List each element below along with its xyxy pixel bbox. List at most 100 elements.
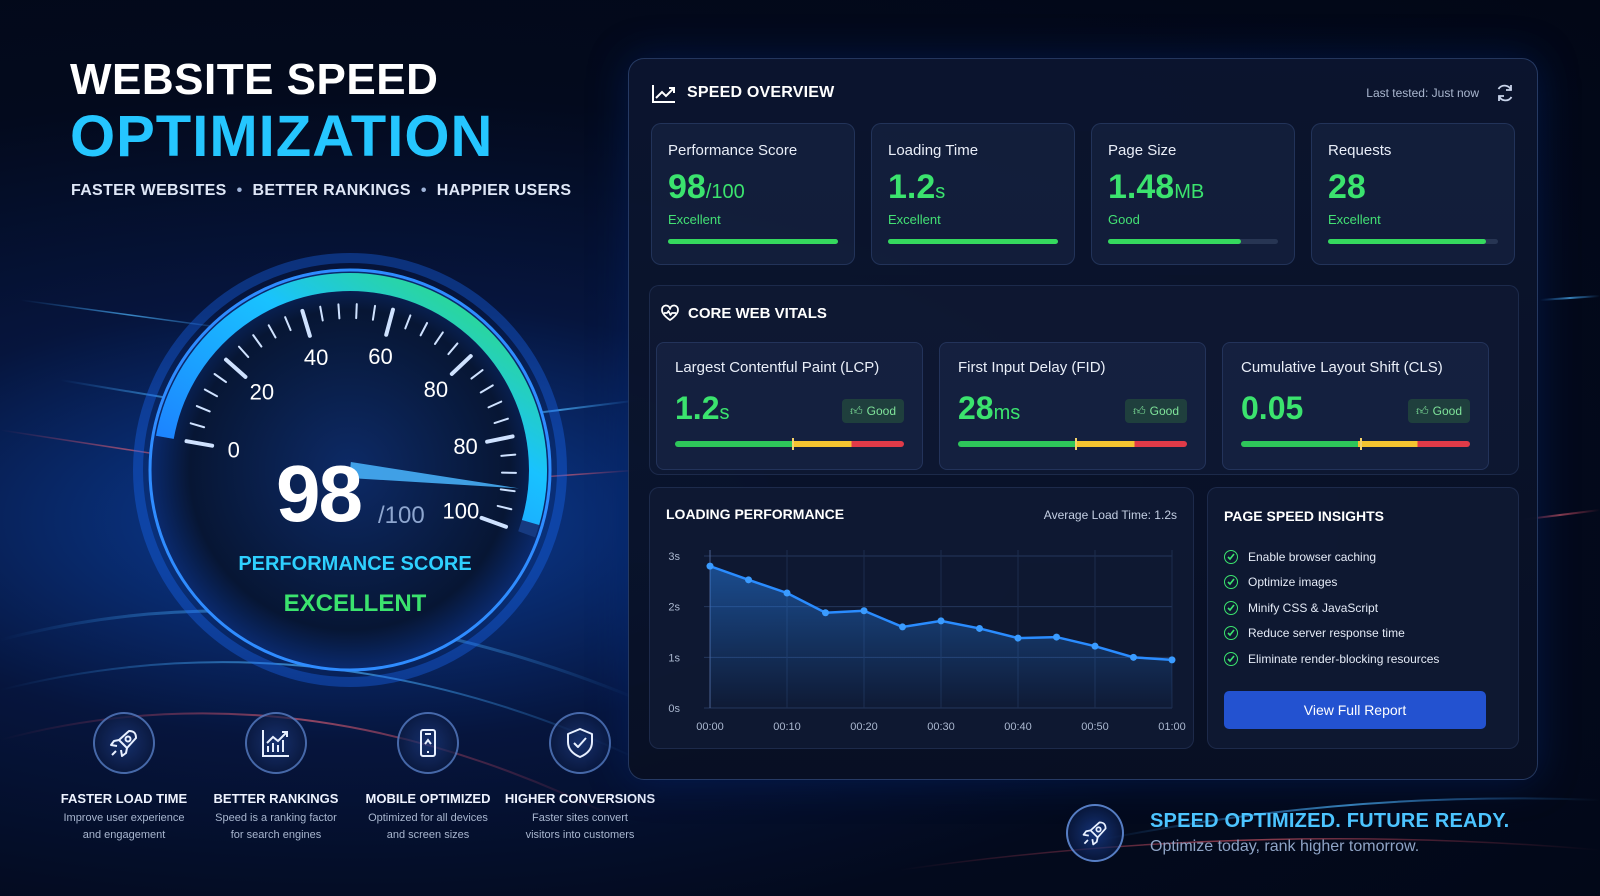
gauge-tick (203, 388, 219, 398)
data-point (706, 562, 714, 570)
page-speed-insights-title: PAGE SPEED INSIGHTS (1224, 508, 1384, 524)
gauge-tick (493, 417, 509, 425)
stat-label: Performance Score (668, 142, 798, 159)
gauge-score-max: /100 (378, 502, 425, 529)
gauge-tick-label: 80 (424, 377, 448, 402)
stat-label: Page Size (1108, 142, 1177, 159)
stat-rating: Excellent (1328, 212, 1381, 227)
loading-performance-chart: 0s 1s 2s 3s 00:00 00:10 00:20 00:30 00:40 00:50 01… (668, 550, 1186, 733)
data-point (976, 624, 983, 632)
gauge-tick (485, 434, 515, 444)
benefit-desc-line: and screen sizes (386, 829, 470, 841)
loading-performance-title: LOADING PERFORMANCE (666, 506, 845, 522)
refresh-icon[interactable] (1495, 83, 1515, 103)
tagline-separator: • (420, 182, 427, 199)
data-point (1168, 656, 1176, 664)
speed-overview-header: SPEED OVERVIEW Last tested: Just now (651, 81, 1515, 105)
gauge-tick (371, 304, 377, 321)
gauge-tick (252, 334, 263, 348)
stat-card-page-size: Page Size 1.48MB Good (1091, 123, 1295, 265)
page-speed-insights-card: PAGE SPEED INSIGHTS Enable browser cachi… (1207, 487, 1519, 749)
insight-item: Eliminate render-blocking resources (1224, 646, 1439, 672)
speed-dashboard-panel: SPEED OVERVIEW Last tested: Just now Per… (628, 58, 1538, 780)
stat-label: Requests (1328, 142, 1392, 159)
stat-unit: s (935, 181, 946, 203)
gauge-tick (419, 321, 429, 337)
data-point (937, 617, 945, 625)
overview-stats: Performance Score 98/100 Excellent Loadi… (651, 123, 1515, 265)
benefit-title: FASTER LOAD TIME (60, 791, 188, 806)
x-tick-label: 00:20 (850, 721, 878, 733)
data-point (745, 576, 752, 584)
gauge-tick (404, 314, 412, 330)
benefit-title: HIGHER CONVERSIONS (504, 791, 656, 806)
insight-label: Eliminate render-blocking resources (1248, 651, 1440, 666)
benefit-description: Optimized for all devices and screen size… (352, 810, 504, 844)
stat-card-loading-time: Loading Time 1.2s Excellent (871, 123, 1075, 265)
insight-item: Minify CSS & JavaScript (1224, 595, 1439, 621)
benefit-description: Speed is a ranking factor for search engi… (200, 810, 352, 844)
view-full-report-button[interactable]: View Full Report (1224, 691, 1486, 729)
insights-list: Enable browser caching Optimize images M… (1224, 544, 1439, 672)
gauge-score-value: 98 (276, 449, 363, 538)
x-tick-label: 00:10 (773, 721, 801, 733)
stat-rating: Good (1108, 212, 1140, 227)
check-circle-icon (1224, 600, 1238, 615)
rocket-icon (1066, 804, 1124, 862)
stat-progress-bar (668, 239, 838, 244)
gauge-tick (267, 324, 277, 339)
benefit-description: Faster sites convert visitors into custom… (504, 810, 656, 844)
insight-label: Reduce server response time (1248, 626, 1405, 641)
hero-tagline: FASTER WEBSITES • BETTER RANKINGS • HAPP… (71, 182, 571, 200)
stat-progress-bar (1108, 239, 1278, 244)
speedometer-gauge: 0 20 40 60 80 80 100 (133, 253, 567, 687)
gauge-tick (237, 345, 250, 359)
status-badge: 👍︎ Good (842, 399, 904, 423)
gauge-tick (433, 331, 444, 345)
vital-card-lcp: Largest Contentful Paint (LCP) 1.2s 👍︎ Go… (656, 342, 923, 470)
loading-performance-card: 0s 1s 2s 3s 00:00 00:10 00:20 00:30 00:40 00:50 01… (649, 487, 1194, 749)
stat-progress-bar (1328, 239, 1498, 244)
gauge-tick (184, 439, 215, 448)
gauge-tick (223, 357, 248, 379)
vital-number: 0.05 (1241, 390, 1304, 426)
vital-card-fid: First Input Delay (FID) 28ms 👍︎ Good (939, 342, 1206, 470)
thumbs-up-icon: 👍︎ (1416, 403, 1429, 418)
data-point (783, 589, 791, 597)
vital-threshold-bar (1241, 438, 1470, 450)
gauge-tick (470, 369, 484, 380)
vital-number: 1.2 (675, 390, 720, 426)
stat-value: 28 (1328, 169, 1498, 210)
stat-progress-fill (888, 239, 1058, 244)
gauge-tick (500, 453, 517, 457)
x-tick-label: 01:00 (1158, 721, 1186, 733)
footer-headline: SPEED OPTIMIZED. FUTURE READY. (1150, 810, 1510, 832)
gauge-needle (349, 462, 520, 489)
stat-number: 28 (1328, 168, 1366, 206)
stat-unit: MB (1174, 181, 1205, 203)
data-point (822, 609, 829, 617)
gauge-tick-label: 40 (304, 345, 328, 370)
benefit-desc-line: Improve user experience (63, 812, 185, 824)
vital-number: 28 (958, 390, 994, 426)
benefit-description: Improve user experience and engagement (48, 810, 200, 844)
badge-label: Good (866, 404, 896, 418)
benefit-better-rankings: BETTER RANKINGS Speed is a ranking facto… (200, 712, 352, 844)
stat-value: 1.48MB (1108, 169, 1278, 210)
stat-value: 1.2s (888, 169, 1058, 210)
gauge-tick (479, 384, 494, 394)
gauge-outer-glow (133, 253, 567, 687)
gauge-score-rating: EXCELLENT (283, 590, 427, 617)
stat-progress-bar (888, 239, 1058, 244)
benefit-desc-line: Speed is a ranking factor (215, 812, 337, 824)
data-point (1091, 642, 1099, 650)
shield-check-icon (549, 712, 611, 774)
gauge-tick-label: 100 (443, 498, 480, 523)
vital-threshold-bar (958, 438, 1187, 450)
insight-label: Optimize images (1248, 575, 1338, 590)
gauge-tick-label: 20 (250, 380, 274, 405)
gauge-score-label: PERFORMANCE SCORE (238, 553, 472, 575)
badge-label: Good (1149, 404, 1179, 418)
tagline-separator: • (236, 182, 243, 199)
